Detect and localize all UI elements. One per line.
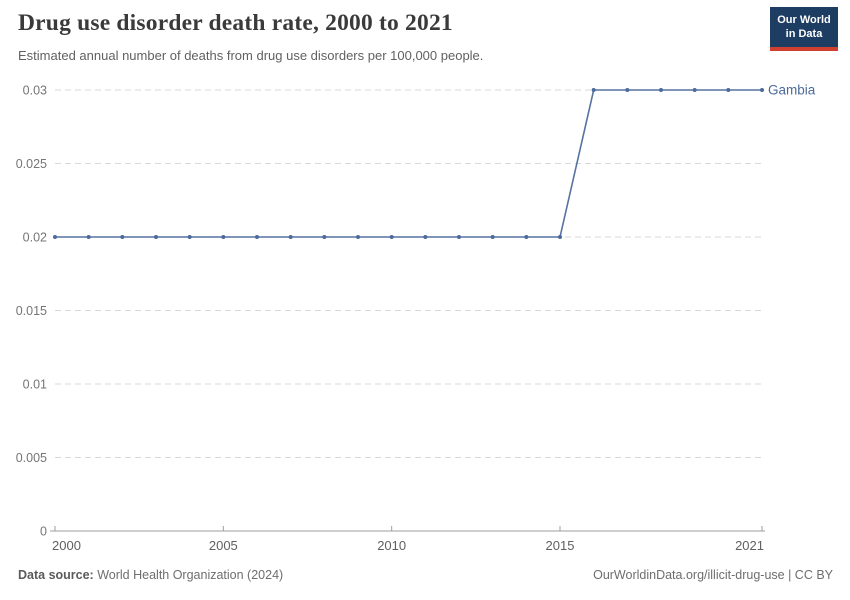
- y-tick-label: 0.015: [16, 304, 47, 318]
- data-source-label: Data source:: [18, 568, 94, 582]
- x-tick-label: 2005: [209, 538, 238, 553]
- data-point: [221, 235, 226, 239]
- y-tick-label: 0.03: [23, 84, 47, 98]
- y-tick-label: 0: [40, 525, 47, 539]
- data-point: [53, 235, 57, 239]
- owid-logo[interactable]: Our World in Data: [770, 7, 838, 51]
- data-point: [659, 88, 663, 92]
- chart-title: Drug use disorder death rate, 2000 to 20…: [18, 10, 453, 36]
- data-point: [154, 235, 158, 239]
- x-tick-label: 2000: [52, 538, 81, 553]
- y-tick-label: 0.01: [23, 378, 47, 392]
- chart-subtitle: Estimated annual number of deaths from d…: [18, 48, 484, 63]
- footer: Data source: World Health Organization (…: [18, 568, 833, 582]
- data-point: [86, 235, 91, 239]
- data-point: [625, 88, 630, 92]
- data-point: [288, 235, 293, 239]
- data-source-value: World Health Organization (2024): [97, 568, 284, 582]
- data-point: [322, 235, 327, 239]
- data-point: [490, 235, 495, 239]
- data-point: [558, 235, 562, 239]
- data-point: [120, 235, 125, 239]
- data-point: [692, 88, 697, 92]
- data-point: [524, 235, 529, 239]
- x-tick-label: 2021: [735, 538, 764, 553]
- series-end-label: Gambia: [768, 83, 816, 98]
- y-tick-label: 0.02: [23, 231, 47, 245]
- owid-logo-line1: Our World: [777, 14, 831, 26]
- data-point: [356, 235, 360, 239]
- data-point: [726, 88, 731, 92]
- data-line: [55, 89, 762, 238]
- x-tick-label: 2015: [546, 538, 575, 553]
- y-tick-label: 0.025: [16, 157, 47, 171]
- x-tick-label: 2010: [377, 538, 406, 553]
- data-point: [760, 88, 764, 92]
- data-point: [255, 235, 259, 239]
- data-point: [187, 235, 192, 239]
- data-source: Data source: World Health Organization (…: [18, 568, 283, 582]
- data-point: [457, 235, 461, 239]
- license-link[interactable]: OurWorldinData.org/illicit-drug-use | CC…: [593, 568, 833, 582]
- data-point: [389, 235, 394, 239]
- data-point: [423, 235, 428, 239]
- data-point: [591, 88, 596, 92]
- owid-logo-line2: in Data: [785, 28, 823, 41]
- y-tick-label: 0.005: [16, 451, 47, 465]
